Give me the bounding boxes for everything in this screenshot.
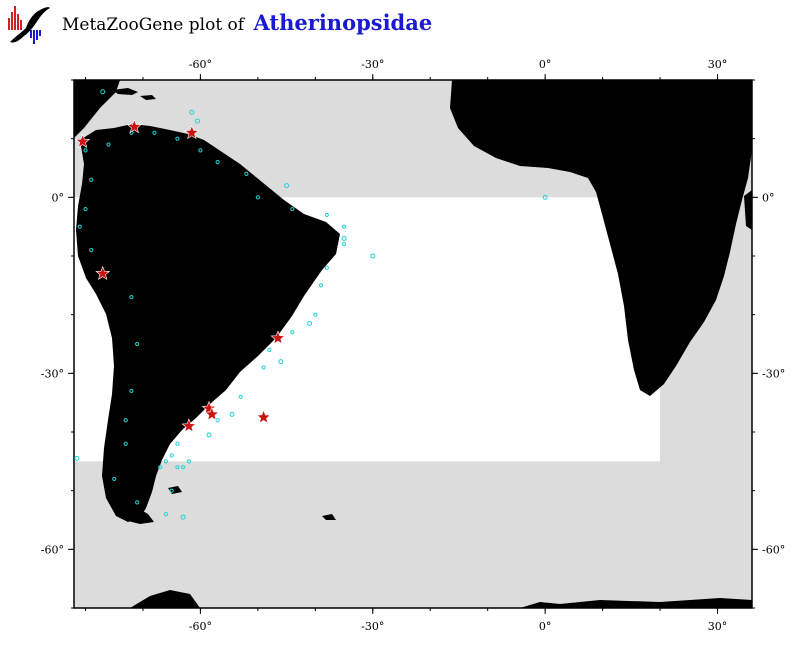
land-south-georgia xyxy=(322,514,336,520)
circle-record-marker xyxy=(169,453,174,458)
circle-record-marker xyxy=(278,359,284,365)
star-records xyxy=(75,119,286,433)
circle-record-marker xyxy=(290,330,295,335)
circle-record-marker xyxy=(152,130,157,135)
circle-record-marker xyxy=(206,432,212,438)
circle-record-marker xyxy=(341,235,347,241)
title-prefix: MetaZooGene plot of xyxy=(62,15,245,35)
circle-record-marker xyxy=(135,341,140,347)
circle-record-marker xyxy=(318,283,324,288)
circle-record-marker xyxy=(83,206,88,212)
map-frame xyxy=(73,79,753,609)
circle-record-marker xyxy=(370,253,376,259)
land-caribbean-island-hispaniola xyxy=(140,95,156,100)
lon-label-bottom: 0° xyxy=(539,620,552,633)
circle-record-marker xyxy=(169,488,174,493)
circle-record-marker xyxy=(261,365,266,370)
circle-record-marker xyxy=(267,347,272,352)
circle-record-marker xyxy=(238,394,243,399)
circle-record-marker xyxy=(135,500,140,505)
star-record-marker xyxy=(75,133,91,148)
circle-record-marker xyxy=(324,212,329,218)
circle-record-marker xyxy=(195,118,201,124)
circle-record-marker xyxy=(307,320,313,326)
land-south-america xyxy=(76,124,340,522)
circle-record-marker xyxy=(244,171,249,176)
star-record-marker xyxy=(204,406,220,421)
star-record-marker xyxy=(181,418,197,433)
star-record-marker xyxy=(201,400,217,415)
lon-label-top: 30° xyxy=(708,58,728,71)
lat-label-right: -60° xyxy=(762,543,785,556)
lat-label-right: 0° xyxy=(762,191,775,204)
lon-label-top: 0° xyxy=(539,58,552,71)
circle-record-marker xyxy=(123,441,128,446)
circle-record-marker xyxy=(158,465,163,470)
page-title: MetaZooGene plot of Atherinopsidae xyxy=(62,10,432,35)
circle-record-marker xyxy=(198,148,203,153)
circle-record-marker xyxy=(89,248,94,253)
circle-record-marker xyxy=(89,177,94,182)
star-record-marker xyxy=(95,265,111,280)
circle-record-marker xyxy=(186,459,192,464)
lon-label-bottom: -30° xyxy=(361,620,384,633)
circle-record-marker xyxy=(180,514,186,520)
star-record-marker xyxy=(126,119,142,134)
land-antarctica-east xyxy=(520,598,752,608)
lon-label-top: -60° xyxy=(189,58,212,71)
circle-record-marker xyxy=(129,388,134,394)
circle-record-marker xyxy=(112,476,117,482)
circle-record-marker xyxy=(163,459,169,464)
logo-bird-silhouette xyxy=(10,7,50,43)
land-tierra-del-fuego xyxy=(118,506,154,524)
circle-record-marker xyxy=(100,89,106,95)
circle-record-marker xyxy=(83,148,88,153)
circle-record-marker xyxy=(341,224,347,229)
circle-record-marker xyxy=(74,455,80,461)
circle-record-marker xyxy=(290,206,295,212)
land-masses xyxy=(74,80,752,608)
circle-record-marker xyxy=(106,142,111,147)
circle-record-marker xyxy=(129,294,134,300)
logo-red-bars xyxy=(8,6,22,30)
circle-record-marker xyxy=(341,242,347,247)
circle-record-marker xyxy=(123,418,128,423)
circle-record-marker xyxy=(313,312,318,317)
land-madagascar xyxy=(744,190,752,230)
land-africa xyxy=(450,80,752,396)
land-antarctic-peninsula xyxy=(130,590,200,608)
circle-record-marker xyxy=(175,136,180,141)
circle-record-marker xyxy=(175,465,180,470)
circle-record-marker xyxy=(181,465,186,470)
land-central-america xyxy=(74,80,120,138)
lat-label-left: -60° xyxy=(41,543,64,556)
circle-record-marker xyxy=(215,160,220,165)
metazoogene-logo-icon xyxy=(8,6,50,44)
lat-label-right: -30° xyxy=(762,367,785,380)
circle-record-marker xyxy=(77,224,82,229)
land-caribbean-island-cuba xyxy=(112,88,138,95)
circle-record-marker xyxy=(189,109,195,115)
circle-record-marker xyxy=(284,183,290,189)
circle-record-marker xyxy=(229,411,235,417)
star-record-marker xyxy=(256,409,272,424)
circle-records xyxy=(74,89,548,520)
circle-record-marker xyxy=(324,265,329,270)
star-record-marker xyxy=(184,124,200,140)
lat-label-left: 0° xyxy=(52,191,65,204)
circle-record-marker xyxy=(542,194,548,200)
lon-label-top: -30° xyxy=(361,58,384,71)
circle-record-marker xyxy=(255,195,260,200)
title-taxon: Atherinopsidae xyxy=(253,10,433,35)
circle-record-marker xyxy=(175,441,180,446)
circle-record-marker xyxy=(163,512,169,517)
lon-label-bottom: -60° xyxy=(189,620,212,633)
star-record-marker xyxy=(270,330,286,345)
map-graticule: -60° -60° -30° -30° 0° 0° 30° 30° 0° 0° -30° -30° -6… xyxy=(41,58,785,633)
lon-label-bottom: 30° xyxy=(708,620,728,633)
page-header: MetaZooGene plot of Atherinopsidae xyxy=(0,0,800,50)
logo-blue-bars xyxy=(30,30,41,44)
lat-label-left: -30° xyxy=(41,367,64,380)
